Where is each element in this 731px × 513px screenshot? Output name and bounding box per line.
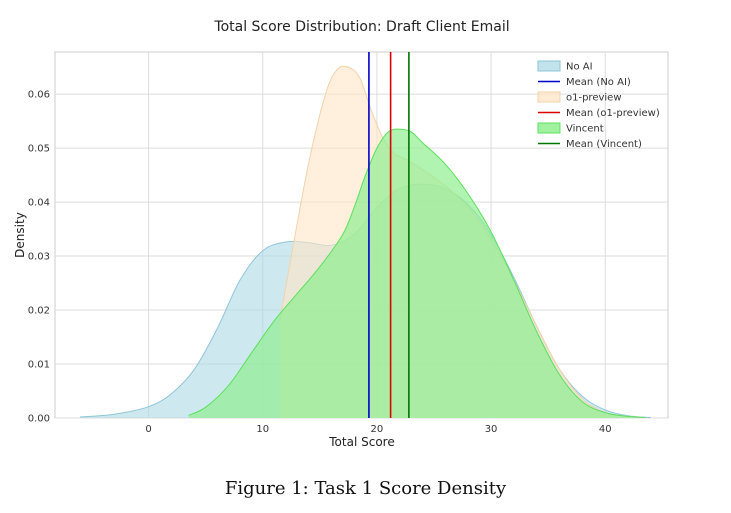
density-areas	[80, 65, 651, 419]
legend-label-mean-o1-preview-: Mean (o1-preview)	[566, 108, 660, 119]
x-tick-label-0: 0	[145, 424, 151, 435]
legend-swatch-vincent	[537, 122, 561, 134]
x-tick-label-2: 20	[371, 424, 384, 435]
x-tick-label-1: 10	[256, 424, 269, 435]
legend: No AI Mean (No AI) o1-preview Mean (o1-prev…	[537, 60, 660, 150]
y-tick-label-0: 0.00	[28, 414, 50, 425]
x-tick-label-4: 40	[599, 424, 612, 435]
legend-label-vincent: Vincent	[566, 124, 604, 135]
x-axis-ticks: 0 10 20 30 40	[145, 424, 611, 435]
chart-title: Total Score Distribution: Draft Client E…	[213, 19, 509, 35]
y-tick-label-6: 0.06	[28, 90, 50, 101]
y-tick-label-5: 0.05	[28, 144, 50, 155]
y-axis-ticks: 0.00 0.01 0.02 0.03 0.04 0.05 0.06	[28, 90, 50, 425]
figure-caption: Figure 1: Task 1 Score Density	[224, 478, 507, 499]
density-chart: Total Score Distribution: Draft Client E…	[13, 19, 669, 449]
area-vincent	[188, 129, 646, 419]
legend-swatch-no-ai	[537, 60, 561, 72]
y-tick-label-1: 0.01	[28, 360, 50, 371]
legend-label-o1-preview: o1-preview	[566, 93, 622, 104]
x-axis-label: Total Score	[328, 435, 394, 449]
y-tick-label-2: 0.02	[28, 306, 50, 317]
y-tick-label-4: 0.04	[28, 198, 50, 209]
y-tick-label-3: 0.03	[28, 252, 50, 263]
legend-label-mean-vincent-: Mean (Vincent)	[566, 139, 642, 150]
mean-lines	[368, 52, 410, 418]
legend-label-mean-no-ai-: Mean (No AI)	[566, 77, 631, 88]
curve-vincent	[188, 128, 646, 418]
legend-swatch-o1-preview	[537, 91, 561, 103]
y-axis-label: Density	[13, 212, 27, 258]
legend-label-no-ai: No AI	[566, 62, 593, 73]
x-tick-label-3: 30	[485, 424, 498, 435]
